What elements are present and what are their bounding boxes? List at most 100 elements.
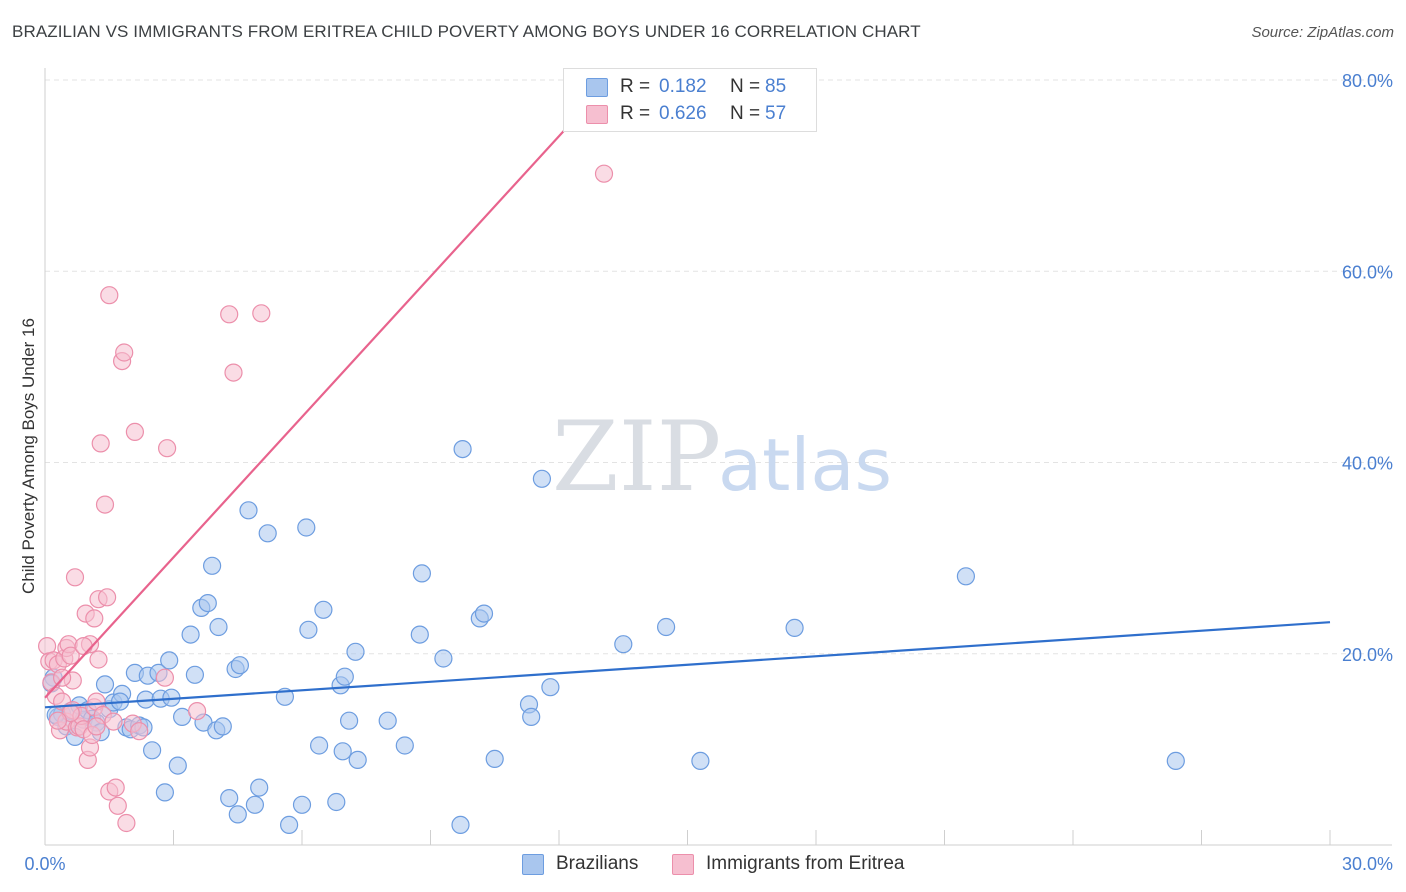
brazilian-point (395, 736, 414, 755)
brazilian-point (198, 593, 217, 613)
eritrea-point (224, 363, 243, 382)
stats-row-brazilians: R = 0.182 N = 85 (564, 74, 816, 100)
legend-label-brazilians: Brazilians (556, 853, 639, 874)
brazilian-point (203, 556, 222, 575)
eritrea-point (252, 304, 271, 323)
brazilian-point (340, 711, 359, 730)
brazilian-point (168, 756, 187, 775)
brazilian-point (228, 805, 247, 824)
brazilian-point (785, 618, 804, 638)
y-tick-label: 20.0% (1342, 645, 1393, 665)
brazilian-point (155, 783, 174, 802)
stats-n-label: N = (730, 76, 761, 97)
brazilian-point (314, 600, 333, 619)
brazilian-point (485, 749, 504, 769)
y-tick-label: 60.0% (1342, 262, 1393, 282)
stats-n-label: N = (730, 103, 761, 124)
stats-r-label: R = (620, 103, 651, 124)
eritrea-point (87, 717, 106, 736)
brazilian-point (378, 711, 397, 730)
brazilian-point (310, 736, 329, 755)
watermark: ZIP atlas (552, 401, 892, 513)
brazilian-point (239, 501, 258, 520)
y-tick-label: 80.0% (1342, 71, 1393, 91)
stats-row-eritrea: R = 0.626 N = 57 (564, 101, 816, 127)
legend-item-eritrea[interactable]: Immigrants from Eritrea (672, 852, 904, 876)
eritrea-point (125, 422, 144, 441)
brazilian-point (230, 656, 249, 675)
brazilian-point (95, 675, 115, 694)
legend-item-brazilians[interactable]: Brazilians (522, 852, 638, 876)
brazilian-point (541, 678, 560, 697)
brazilian-point (258, 524, 277, 543)
brazilian-point (280, 815, 299, 835)
eritrea-point (95, 495, 115, 514)
axes (44, 68, 1392, 846)
brazilian-point (213, 717, 232, 736)
eritrea-point (594, 164, 614, 183)
stats-r-label: R = (620, 76, 651, 97)
brazilian-point (1166, 751, 1185, 771)
brazilian-point (181, 625, 200, 644)
eritrea-point (89, 650, 108, 669)
eritrea-point (61, 646, 80, 665)
eritrea-point (108, 796, 127, 815)
brazilian-point (220, 788, 239, 808)
brazilian-point (160, 651, 179, 670)
eritrea-point (104, 712, 123, 731)
eritrea-point (85, 609, 104, 628)
brazilian-point (453, 440, 472, 459)
brazilian-point (691, 751, 710, 771)
brazilian-point (299, 620, 318, 639)
brazilian-point (412, 564, 431, 583)
eritrea-point (65, 568, 85, 587)
brazilian-point (209, 617, 228, 637)
brazilian-point (245, 795, 264, 814)
stats-n-value: 85 (765, 76, 787, 97)
legend-swatch-eritrea (672, 853, 694, 875)
brazilian-point (410, 625, 429, 644)
stats-r-value: 0.626 (659, 103, 707, 124)
brazilian-point (956, 567, 976, 586)
brazilian-point (297, 518, 316, 537)
brazilian-point (335, 667, 354, 686)
brazilian-point (656, 617, 676, 637)
eritrea-trend-line (44, 79, 612, 699)
brazilian-point (250, 778, 269, 797)
brazilian-point (474, 604, 494, 623)
eritrea-point (155, 668, 174, 687)
eritrea-point (115, 343, 134, 362)
stats-swatch-brazilians (586, 78, 608, 97)
y-tick-labels: 20.0% 40.0% 60.0% 80.0% (1342, 71, 1393, 665)
brazilian-point (522, 707, 541, 727)
brazilian-point (451, 815, 470, 835)
watermark-zip: ZIP (552, 401, 721, 513)
eritrea-point (220, 305, 239, 324)
y-axis-label: Child Poverty Among Boys Under 16 (19, 318, 38, 594)
x-tick-label: 0.0% (24, 854, 65, 874)
eritrea-point (188, 701, 207, 721)
legend-label-eritrea: Immigrants from Eritrea (706, 853, 905, 874)
chart-title: BRAZILIAN VS IMMIGRANTS FROM ERITREA CHI… (12, 22, 921, 41)
eritrea-point (106, 778, 125, 797)
watermark-atlas: atlas (718, 423, 892, 507)
eritrea-point (117, 813, 136, 833)
eritrea-point (97, 588, 117, 607)
brazilian-point (532, 469, 552, 488)
x-tick-labels: 0.0% 30.0% (24, 854, 1393, 874)
eritrea-point (100, 286, 119, 305)
x-tick-label: 30.0% (1342, 854, 1393, 874)
trend-layer (44, 79, 1331, 709)
brazilian-point (292, 795, 312, 814)
brazilians-trend-line (44, 621, 1331, 709)
brazilian-point (434, 649, 453, 668)
brazilian-point (185, 665, 204, 684)
brazilian-point (333, 742, 352, 761)
brazilian-point (327, 792, 346, 812)
series-layer (37, 164, 1185, 835)
source-label: Source: ZipAtlas.com (1251, 24, 1394, 41)
stats-box: R = 0.182 N = 85 R = 0.626 N = 57 (563, 68, 817, 132)
y-tick-label: 40.0% (1342, 454, 1393, 474)
brazilian-point (614, 635, 633, 654)
